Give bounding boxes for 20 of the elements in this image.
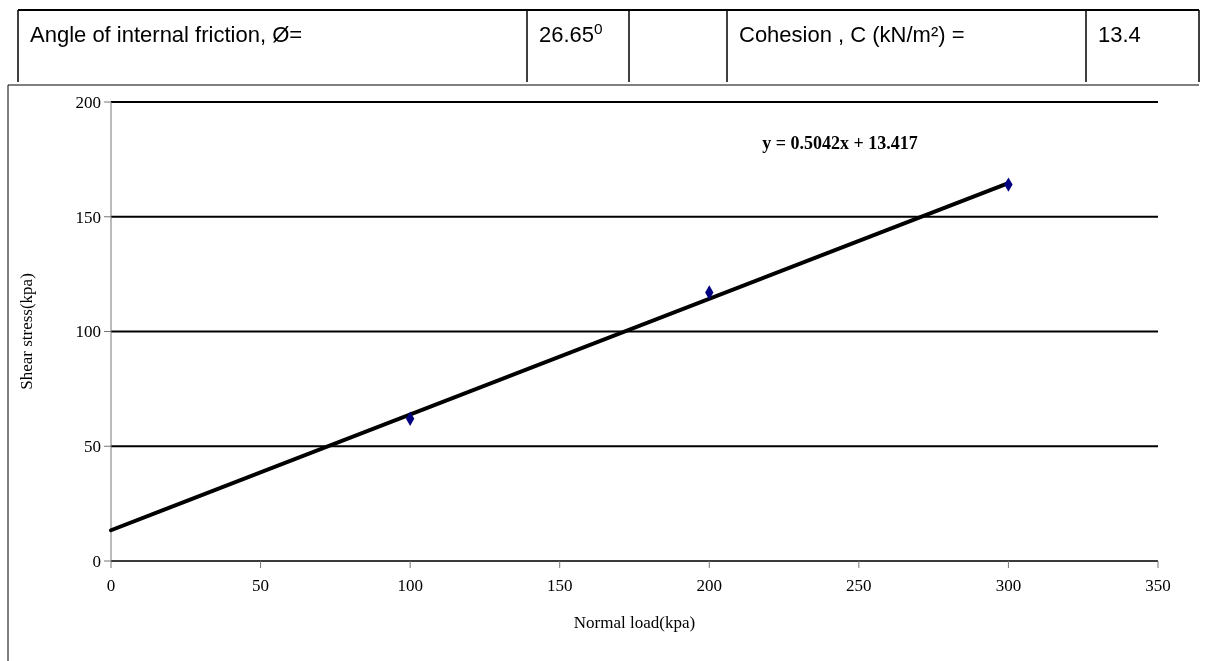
x-axis-title: Normal load(kpa): [573, 613, 696, 632]
x-tick-label: 350: [1145, 576, 1171, 595]
x-tick-label: 100: [397, 576, 423, 595]
text: Cohesion , C (kN/m²) =: [739, 22, 965, 47]
y-tick-label: 150: [75, 207, 101, 227]
x-tick-label: 0: [106, 576, 116, 595]
x-tick-label: 300: [995, 576, 1022, 595]
x-tick-label: 150: [546, 576, 573, 595]
y-tick-label: 0: [92, 551, 101, 571]
y-tick-label: 200: [75, 92, 101, 112]
y-tick-label: 50: [84, 437, 101, 457]
y-tick-label: 100: [75, 322, 101, 342]
x-tick-label: 200: [696, 576, 723, 595]
annotation: y = 0.5042x + 13.417: [762, 133, 918, 153]
text: 13.4: [1098, 22, 1141, 47]
text: 26.65$^{0}$: [539, 19, 603, 47]
text: Angle of internal friction, Ø=: [30, 22, 303, 47]
x-tick-label: 250: [846, 576, 872, 595]
y-axis-title: Shear stress(kpa): [17, 273, 36, 390]
x-tick-label: 50: [252, 576, 270, 595]
